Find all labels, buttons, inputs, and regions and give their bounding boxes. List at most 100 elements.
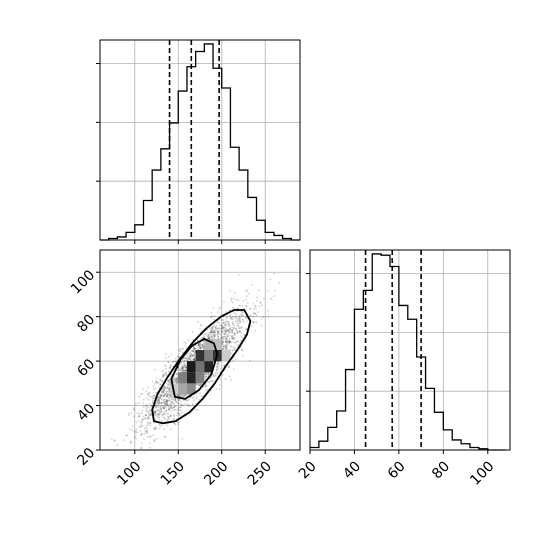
scatter-point	[243, 321, 245, 324]
scatter-point	[226, 335, 229, 338]
scatter-point	[169, 398, 172, 400]
scatter-point	[245, 308, 248, 311]
scatter-point	[163, 417, 165, 420]
scatter-point	[173, 375, 175, 378]
scatter-point	[147, 417, 149, 420]
scatter-point	[148, 442, 151, 445]
scatter-point	[181, 395, 184, 397]
scatter-point	[233, 324, 236, 327]
scatter-point	[218, 324, 221, 327]
scatter-point	[181, 365, 183, 367]
scatter-point	[219, 329, 222, 332]
scatter-point	[152, 401, 154, 404]
scatter-point	[154, 418, 157, 421]
scatter-point	[168, 417, 171, 420]
scatter-point	[138, 414, 141, 417]
scatter-point	[204, 373, 206, 376]
scatter-point	[161, 419, 164, 422]
scatter-point	[212, 331, 215, 333]
scatter-point	[214, 328, 217, 331]
scatter-point	[157, 413, 160, 416]
scatter-point	[172, 406, 174, 409]
scatter-point	[185, 366, 187, 369]
scatter-point	[167, 383, 170, 386]
scatter-point	[155, 402, 158, 405]
scatter-point	[228, 328, 231, 331]
scatter-point	[161, 414, 164, 416]
scatter-point	[178, 349, 181, 351]
scatter-point	[205, 385, 208, 387]
scatter-point	[225, 330, 228, 333]
scatter-point	[177, 406, 180, 409]
scatter-point	[181, 367, 184, 370]
scatter-point	[149, 414, 152, 416]
scatter-point	[193, 354, 195, 357]
scatter-point	[177, 423, 180, 426]
scatter-point	[162, 406, 165, 409]
scatter-point	[153, 394, 155, 397]
scatter-point	[169, 394, 172, 396]
scatter-point	[222, 338, 225, 341]
scatter-point	[167, 361, 170, 364]
scatter-point	[153, 411, 156, 414]
scatter-point	[210, 326, 213, 329]
scatter-point	[192, 346, 195, 348]
scatter-point	[143, 432, 146, 435]
scatter-point	[216, 372, 219, 375]
scatter-point	[230, 317, 233, 320]
scatter-point	[174, 398, 177, 401]
scatter-point	[192, 349, 195, 352]
scatter-point	[168, 399, 171, 402]
scatter-point	[204, 373, 207, 376]
scatter-point	[181, 438, 184, 440]
scatter-point	[189, 355, 192, 357]
scatter-point	[238, 318, 241, 321]
scatter-point	[145, 408, 147, 410]
scatter-point	[229, 345, 232, 348]
scatter-point	[233, 332, 236, 335]
scatter-point	[173, 378, 176, 380]
scatter-point	[222, 325, 224, 328]
scatter-point	[273, 272, 275, 275]
scatter-point	[164, 386, 167, 389]
scatter-point	[206, 388, 209, 391]
scatter-point	[181, 368, 184, 370]
scatter-point	[218, 384, 221, 386]
scatter-point	[171, 398, 174, 400]
scatter-point	[221, 325, 224, 328]
scatter-point	[166, 400, 169, 402]
scatter-point	[226, 346, 228, 349]
scatter-point	[202, 345, 205, 348]
scatter-point	[160, 394, 162, 397]
scatter-point	[197, 343, 200, 346]
scatter-point	[184, 344, 187, 347]
scatter-point	[225, 338, 228, 341]
scatter-point	[221, 337, 224, 339]
scatter-point	[155, 427, 158, 430]
scatter-point	[234, 317, 237, 320]
scatter-point	[262, 315, 265, 318]
scatter-point	[237, 325, 239, 327]
scatter-point	[226, 344, 229, 346]
scatter-point	[174, 405, 177, 407]
scatter-point	[162, 375, 165, 378]
scatter-point	[177, 412, 180, 415]
scatter-point	[245, 328, 247, 331]
scatter-point	[197, 344, 200, 347]
scatter-point	[177, 394, 180, 396]
scatter-point	[257, 311, 259, 313]
scatter-point	[231, 326, 234, 329]
scatter-point	[145, 430, 148, 433]
scatter-point	[231, 345, 233, 348]
scatter-ytick-label: 100	[68, 267, 98, 297]
scatter-point	[197, 408, 199, 411]
scatter-point	[185, 356, 187, 359]
scatter-point	[221, 343, 224, 346]
right-hist-xtick-label: 20	[296, 458, 320, 482]
scatter-point	[220, 334, 223, 336]
scatter-point	[164, 410, 167, 413]
scatter-point	[193, 395, 195, 398]
scatter-point	[159, 407, 162, 410]
scatter-point	[208, 380, 211, 383]
scatter-point	[194, 341, 197, 344]
